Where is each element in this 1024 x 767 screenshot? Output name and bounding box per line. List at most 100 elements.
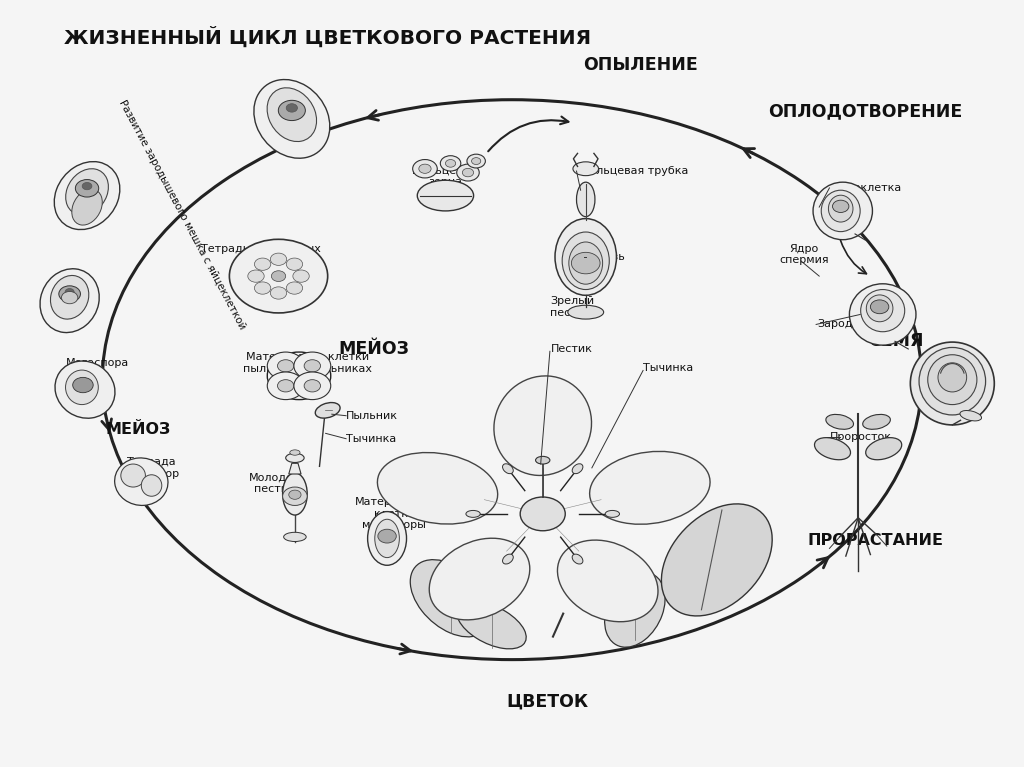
Circle shape	[58, 286, 81, 302]
Text: Мегаспора: Мегаспора	[66, 357, 129, 368]
Text: Тетрада
мегаспор: Тетрада мегаспор	[124, 457, 179, 479]
Text: ОПЛОДОТВОРЕНИЕ: ОПЛОДОТВОРЕНИЕ	[768, 102, 963, 120]
Ellipse shape	[466, 511, 480, 518]
Ellipse shape	[254, 80, 330, 158]
Circle shape	[378, 529, 396, 543]
Ellipse shape	[862, 414, 891, 430]
Text: СЕМЯ: СЕМЯ	[868, 332, 924, 351]
Ellipse shape	[959, 410, 982, 421]
Circle shape	[229, 239, 328, 313]
Text: Ядро
спермия: Ядро спермия	[779, 244, 828, 265]
Circle shape	[870, 300, 889, 314]
Ellipse shape	[494, 376, 592, 476]
Ellipse shape	[457, 601, 526, 649]
Ellipse shape	[503, 464, 513, 474]
Ellipse shape	[315, 403, 340, 418]
Ellipse shape	[577, 182, 595, 217]
Circle shape	[279, 100, 305, 120]
Circle shape	[304, 360, 321, 372]
Circle shape	[571, 252, 600, 274]
Text: Пестик: Пестик	[551, 344, 593, 354]
Circle shape	[267, 352, 304, 380]
Ellipse shape	[411, 560, 490, 637]
Circle shape	[445, 160, 456, 167]
Ellipse shape	[572, 162, 598, 176]
Text: ОПЫЛЕНИЕ: ОПЫЛЕНИЕ	[583, 56, 697, 74]
Text: Пыльцевые
зерна: Пыльцевые зерна	[412, 166, 479, 187]
Ellipse shape	[286, 453, 304, 463]
Ellipse shape	[429, 538, 529, 620]
Circle shape	[61, 291, 78, 304]
Circle shape	[463, 169, 473, 177]
Ellipse shape	[604, 572, 666, 647]
Circle shape	[278, 360, 294, 372]
Circle shape	[833, 200, 849, 212]
Ellipse shape	[72, 189, 102, 225]
Text: Зрелый
пестик: Зрелый пестик	[550, 296, 594, 318]
Circle shape	[82, 183, 92, 189]
Circle shape	[73, 377, 93, 393]
Ellipse shape	[54, 162, 120, 229]
Ellipse shape	[536, 456, 550, 464]
Text: Завязь: Завязь	[586, 252, 626, 262]
Circle shape	[293, 270, 309, 282]
Ellipse shape	[115, 458, 168, 505]
Ellipse shape	[590, 451, 710, 525]
Circle shape	[66, 288, 74, 295]
Ellipse shape	[860, 290, 905, 332]
Ellipse shape	[55, 361, 115, 418]
Ellipse shape	[66, 370, 98, 405]
Circle shape	[254, 282, 270, 295]
Circle shape	[471, 158, 481, 165]
Ellipse shape	[866, 295, 893, 322]
Circle shape	[294, 372, 331, 400]
Ellipse shape	[849, 284, 915, 345]
Text: МЕЙОЗ: МЕЙОЗ	[338, 340, 410, 358]
Text: Пыльцевая трубка: Пыльцевая трубка	[579, 166, 688, 176]
Ellipse shape	[938, 363, 967, 392]
Ellipse shape	[662, 504, 772, 616]
Circle shape	[304, 380, 321, 392]
Ellipse shape	[910, 342, 994, 425]
Ellipse shape	[605, 511, 620, 518]
Ellipse shape	[267, 87, 316, 142]
Ellipse shape	[828, 196, 853, 222]
Circle shape	[520, 497, 565, 531]
Ellipse shape	[418, 180, 473, 211]
Ellipse shape	[375, 519, 399, 558]
Text: Яйцеклетка: Яйцеклетка	[831, 183, 902, 193]
Ellipse shape	[920, 347, 985, 415]
Text: Молодой
пестик: Молодой пестик	[249, 472, 300, 494]
Circle shape	[286, 104, 297, 112]
Text: Пыльник: Пыльник	[346, 410, 398, 421]
Circle shape	[248, 270, 264, 282]
Text: Тетрады пыльцевых
зерен: Тетрады пыльцевых зерен	[201, 244, 322, 265]
Ellipse shape	[503, 554, 513, 564]
Text: Тычинка: Тычинка	[346, 433, 396, 444]
Circle shape	[440, 156, 461, 171]
Ellipse shape	[121, 464, 145, 487]
Ellipse shape	[825, 414, 854, 430]
Text: ЦВЕТОК: ЦВЕТОК	[507, 693, 589, 711]
Circle shape	[254, 258, 270, 270]
Circle shape	[278, 380, 294, 392]
Circle shape	[267, 372, 304, 400]
Ellipse shape	[569, 242, 602, 285]
Ellipse shape	[813, 183, 872, 240]
Circle shape	[294, 352, 331, 380]
Ellipse shape	[572, 464, 583, 474]
Ellipse shape	[284, 532, 306, 542]
Circle shape	[457, 164, 479, 181]
Ellipse shape	[290, 449, 300, 456]
Text: Тычинка: Тычинка	[643, 363, 693, 374]
Circle shape	[271, 271, 286, 281]
Circle shape	[287, 258, 303, 270]
Ellipse shape	[821, 190, 860, 232]
Ellipse shape	[378, 453, 498, 524]
Circle shape	[289, 490, 301, 499]
Text: Материнские клетки
пылинок в пыльниках: Материнские клетки пылинок в пыльниках	[243, 352, 372, 374]
Polygon shape	[289, 463, 301, 474]
Circle shape	[467, 154, 485, 168]
Ellipse shape	[555, 219, 616, 295]
Circle shape	[413, 160, 437, 178]
